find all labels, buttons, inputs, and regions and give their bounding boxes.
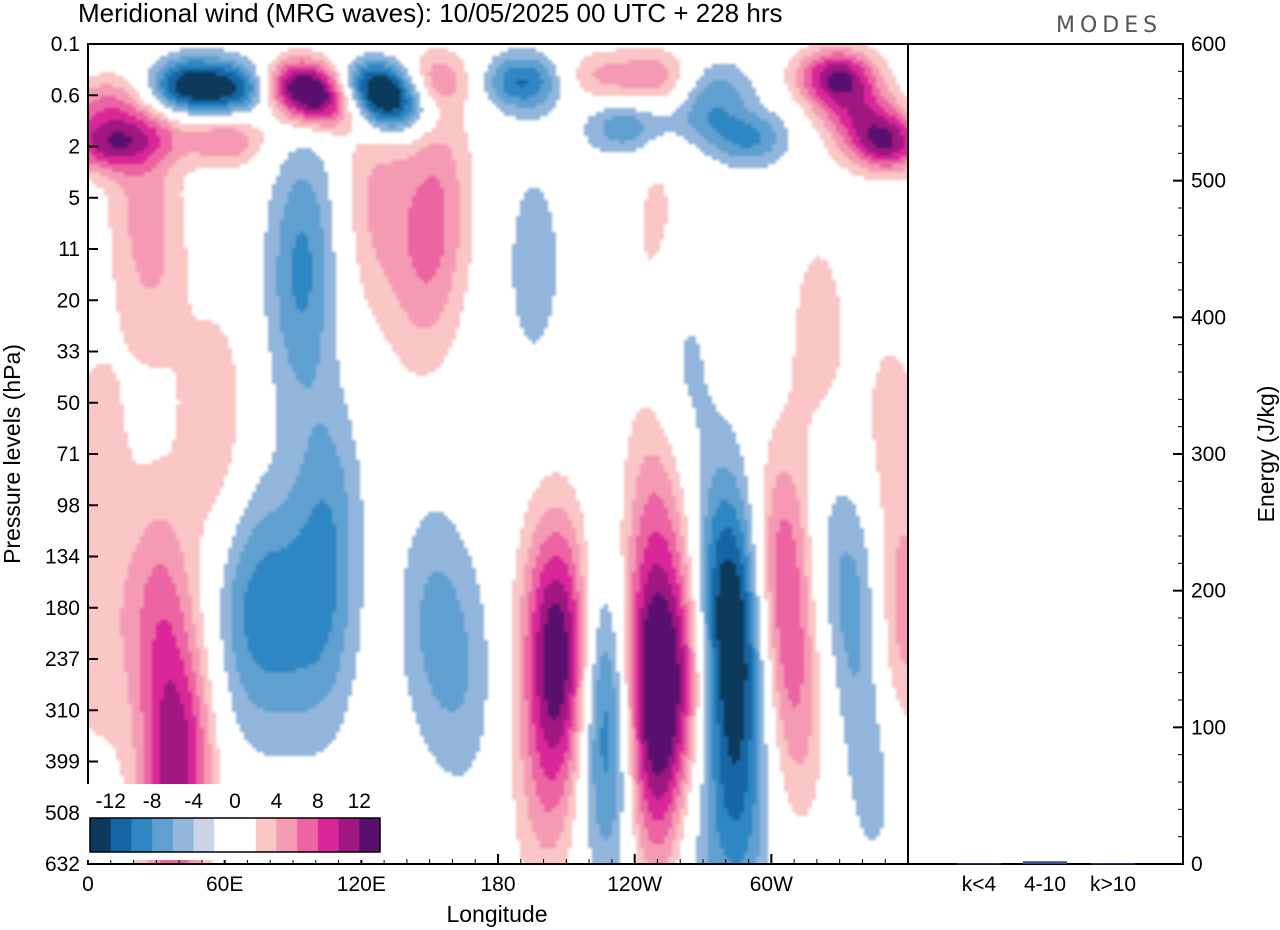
x-tick-label: 60E: [206, 873, 243, 896]
colorbar-swatch: [276, 818, 298, 852]
y-tick-label: 5: [68, 187, 80, 210]
colorbar-frame: [89, 817, 381, 853]
energy-tick-label: 500: [1191, 170, 1226, 193]
y-tick-label: 0.1: [51, 33, 80, 56]
energy-tick-label: 600: [1191, 33, 1226, 56]
energy-tick-label: 100: [1191, 716, 1226, 739]
y-tick-label: 71: [57, 443, 80, 466]
energy-bar: [957, 863, 1001, 865]
x-tick-label: 120W: [607, 873, 662, 896]
colorbar-swatch: [172, 818, 195, 852]
y-tick-label: 20: [57, 289, 80, 312]
colorbar-label: -12: [96, 790, 126, 813]
wind-field: [88, 44, 908, 864]
x-tick-label: 180: [480, 873, 515, 896]
modes-logo: MODES: [1056, 13, 1162, 38]
y-tick-label: 0.6: [51, 84, 80, 107]
colorbar-swatch: [338, 818, 360, 852]
energy-bar: [1023, 861, 1067, 864]
colorbar-label: 4: [271, 790, 283, 813]
y-tick-label: 33: [57, 341, 80, 364]
chart-title: Meridional wind (MRG waves): 10/05/2025 …: [78, 0, 783, 28]
colorbar-swatch: [235, 818, 257, 852]
y-tick-label: 50: [57, 392, 80, 415]
colorbar-swatch: [297, 818, 319, 852]
colorbar-swatch: [214, 818, 236, 852]
wind-contours: [88, 44, 908, 864]
energy-bar: [1091, 863, 1135, 865]
y-tick-label: 399: [45, 751, 80, 774]
energy-tick-label: 0: [1191, 853, 1203, 876]
longitude-axis: 0 60E 120E 180 120W 60W: [82, 854, 909, 896]
energy-panel-frame: [907, 43, 1184, 865]
x-tick-label: 120E: [337, 873, 386, 896]
y-tick-label: 632: [45, 853, 80, 876]
colorbar-label: -4: [184, 790, 203, 813]
colorbar-label: 8: [312, 790, 324, 813]
colorbar: -12 -8 -4 0 4 8 12: [84, 784, 386, 860]
x-tick-label: 60W: [750, 873, 793, 896]
x-axis-label: Longitude: [446, 901, 547, 927]
energy-axis: 0 100 200 300 400 500 600: [1173, 33, 1226, 876]
y-tick-label: 11: [58, 238, 80, 261]
colorbar-label: 0: [229, 790, 241, 813]
energy-tick-label: 300: [1191, 443, 1226, 466]
y-tick-label: 2: [68, 136, 80, 159]
energy-category-label: k<4: [962, 873, 997, 896]
energy-tick-label: 200: [1191, 580, 1226, 603]
colorbar-swatch: [359, 818, 381, 852]
colorbar-swatch: [255, 818, 277, 852]
colorbar-label: -8: [143, 790, 162, 813]
y-tick-label: 508: [45, 802, 80, 825]
y-axis-label: Pressure levels (hPa): [0, 344, 25, 564]
x-tick-label: 0: [82, 873, 94, 896]
y-tick-label: 237: [45, 648, 80, 671]
energy-bars: k<4 4-10 k>10: [957, 861, 1136, 896]
y-tick-label: 310: [45, 699, 80, 722]
y-tick-label: 98: [57, 494, 80, 517]
colorbar-swatch: [317, 818, 340, 852]
colorbar-swatch: [193, 818, 215, 852]
energy-tick-label: 400: [1191, 306, 1226, 329]
y-tick-label: 134: [45, 546, 80, 569]
energy-category-label: k>10: [1090, 873, 1136, 896]
colorbar-swatch: [152, 818, 174, 852]
colorbar-label: 12: [348, 790, 371, 813]
energy-axis-label: Energy (J/kg): [1253, 386, 1279, 523]
colorbar-swatch: [110, 818, 132, 852]
energy-category-label: 4-10: [1024, 873, 1066, 896]
pressure-axis: 0.1 0.6 2 5 11 20 33 50 71 98 134 180 237 310 399 508 63…: [45, 33, 98, 876]
colorbar-swatch: [131, 818, 153, 852]
y-tick-label: 180: [45, 597, 80, 620]
colorbar-swatch: [90, 818, 112, 852]
